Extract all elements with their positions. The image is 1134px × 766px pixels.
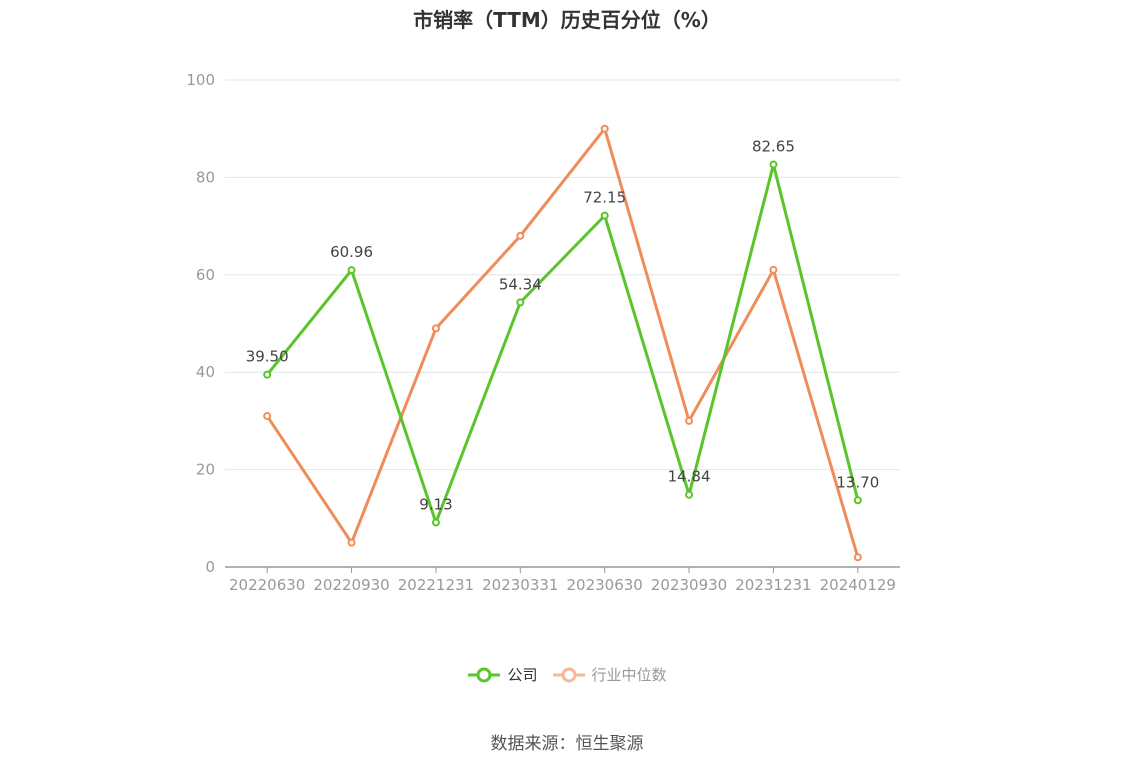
data-label: 39.50: [246, 348, 289, 366]
data-source: 数据来源：恒生聚源: [490, 734, 644, 754]
data-point-company: [769, 160, 778, 169]
x-tick-label: 20231231: [735, 576, 811, 594]
line-chart: 0 20 40 60 80 100 20220630 20220930 20221231 2023…: [186, 71, 900, 594]
data-point-industry: [769, 265, 778, 274]
data-label: 82.65: [752, 137, 795, 155]
data-point-company: [685, 490, 694, 499]
data-point-industry: [516, 231, 525, 240]
chart-title: 市销率（TTM）历史百分位（%）: [413, 8, 721, 32]
x-tick-label: 20221231: [398, 576, 474, 594]
x-tick-label: 20240129: [820, 576, 896, 594]
data-point-industry: [347, 538, 356, 547]
legend-label-company: 公司: [507, 666, 538, 684]
legend-line-circle-icon: [467, 666, 501, 684]
data-point-company: [263, 370, 272, 379]
data-point-company: [347, 266, 356, 275]
data-point-company: [600, 211, 609, 220]
series-line-company: [266, 162, 860, 525]
data-label: 72.15: [583, 189, 626, 207]
legend-item-industry[interactable]: 行业中位数: [552, 664, 667, 685]
x-tick-label: 20230930: [651, 576, 727, 594]
data-point-company: [431, 518, 440, 527]
data-label: 14.84: [668, 468, 711, 486]
y-tick-label: 60: [196, 266, 215, 284]
y-tick-label: 100: [186, 71, 215, 89]
x-tick-label: 20230630: [567, 576, 643, 594]
data-point-industry: [600, 124, 609, 133]
x-tick-label: 20230331: [482, 576, 558, 594]
data-label: 13.70: [836, 473, 879, 491]
data-point-industry: [431, 324, 440, 333]
legend: 公司 行业中位数: [0, 664, 1134, 685]
x-tick-label: 20220930: [313, 576, 389, 594]
x-tick-label: 20220630: [229, 576, 305, 594]
data-point-company: [853, 496, 862, 505]
data-point-industry: [853, 553, 862, 562]
legend-label-industry: 行业中位数: [591, 666, 667, 684]
y-tick-label: 20: [196, 461, 215, 479]
legend-line-circle-icon: [552, 666, 586, 684]
y-tick-label: 40: [196, 363, 215, 381]
legend-item-company[interactable]: 公司: [467, 664, 538, 685]
data-point-company: [516, 298, 525, 307]
data-label: 60.96: [330, 243, 373, 261]
data-point-industry: [685, 416, 694, 425]
data-point-industry: [263, 412, 272, 421]
series-line-industry: [265, 127, 860, 558]
y-tick-label: 0: [205, 558, 215, 576]
y-tick-label: 80: [196, 168, 215, 186]
data-label: 9.13: [419, 496, 452, 514]
data-label: 54.34: [499, 275, 542, 293]
